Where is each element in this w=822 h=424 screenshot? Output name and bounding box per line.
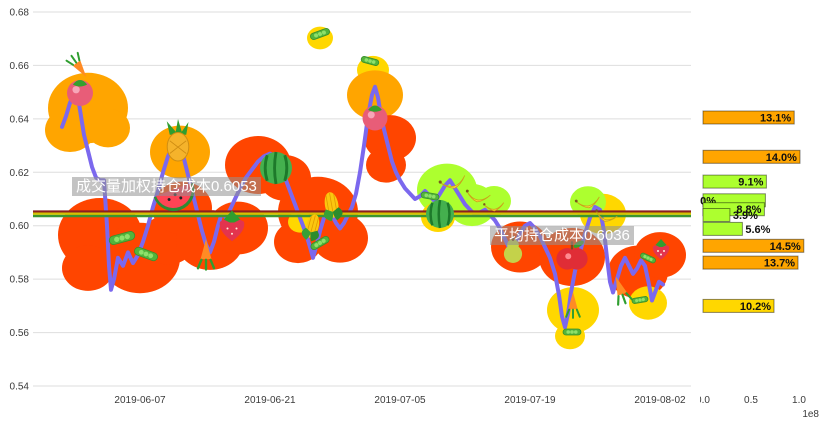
dist-scale-label: 1e8	[802, 409, 819, 420]
radish-icon	[362, 105, 388, 131]
decor-blob	[629, 286, 667, 320]
distribution-bar[interactable]	[702, 298, 775, 313]
corn-icon	[301, 214, 320, 242]
y-axis-tick: 0.58	[10, 275, 30, 286]
y-axis-tick: 0.62	[10, 168, 30, 179]
dist-x-tick: 0.0	[700, 395, 710, 406]
distribution-bar[interactable]	[702, 221, 743, 236]
y-axis-tick: 0.64	[10, 114, 30, 125]
dist-x-tick: 1.0	[792, 395, 806, 406]
distribution-bar[interactable]	[702, 208, 731, 222]
x-axis-tick: 2019-07-19	[504, 395, 556, 406]
price-line	[60, 84, 665, 330]
x-axis-tick: 2019-07-05	[374, 395, 426, 406]
bar-percent-label: 9.1%	[738, 177, 763, 189]
peas-icon	[310, 28, 330, 40]
avg-cost-label: 平均持仓成本0.6036	[490, 226, 634, 245]
banana-icon	[438, 175, 466, 189]
bar-percent-label: 14.0%	[766, 152, 797, 164]
banana-icon	[465, 189, 491, 203]
distribution-bar[interactable]	[702, 110, 795, 125]
distribution-bar[interactable]	[702, 149, 801, 164]
y-axis-tick: 0.54	[10, 382, 30, 393]
banana-icon	[483, 202, 505, 212]
y-axis-tick: 0.56	[10, 328, 30, 339]
watermelon-icon	[260, 151, 292, 185]
peas-icon	[640, 252, 656, 264]
decor-blob	[312, 213, 368, 263]
banana-icon	[574, 196, 600, 209]
bar-percent-label: 3.9%	[733, 210, 758, 222]
carrot-icon	[196, 239, 216, 271]
bar-percent-label: 13.1%	[760, 113, 791, 125]
carrot-icon	[565, 292, 581, 319]
bar-percent-label: 14.5%	[770, 241, 801, 253]
radish-icon	[67, 80, 93, 106]
peas-icon	[360, 56, 380, 66]
x-axis-tick: 2019-08-02	[634, 395, 686, 406]
peas-icon	[631, 296, 649, 304]
decor-blob	[86, 108, 130, 148]
strawberry-icon	[652, 239, 670, 260]
bar-percent-label: 13.7%	[764, 258, 795, 270]
corn-icon	[323, 192, 343, 222]
price-history-chart[interactable]: 0.68 0.66 0.64 0.62 0.60 0.58 0.56 0.54 2019-06-…	[0, 0, 695, 424]
x-axis-tick: 2019-06-07	[114, 395, 166, 406]
pineapple-icon	[166, 119, 190, 162]
watermelon-icon	[426, 199, 454, 229]
bar-percent-label: 8.8%	[736, 204, 761, 216]
peas-icon	[420, 191, 440, 201]
bar-percent-label: 5.6%	[745, 224, 770, 236]
price-chart-canvas[interactable]: 0.68 0.66 0.64 0.62 0.60 0.58 0.56 0.54 2019-06-…	[0, 0, 695, 424]
banana-icon	[595, 209, 618, 222]
y-axis-tick: 0.68	[10, 8, 30, 19]
holdings-distribution-chart[interactable]: 13.1%14.0%9.1%9.0%8.8%3.9%5.6%14.5%13.7%…	[700, 0, 822, 424]
carrot-icon	[65, 51, 87, 78]
peas-icon	[562, 328, 582, 336]
peas-icon	[108, 231, 136, 245]
distribution-canvas[interactable]: 13.1%14.0%9.1%9.0%8.8%3.9%5.6%14.5%13.7%…	[700, 0, 822, 424]
strawberry-icon	[219, 210, 245, 242]
peas-icon	[310, 235, 330, 251]
bar-percent-label: 10.2%	[740, 301, 771, 313]
vwap-cost-label: 成交量加权持仓成本0.6053	[72, 177, 261, 196]
distribution-bar[interactable]	[702, 255, 799, 270]
distribution-bar[interactable]	[702, 174, 767, 189]
y-axis-tick: 0.66	[10, 61, 30, 72]
peas-icon	[134, 246, 158, 262]
distribution-bar[interactable]	[702, 238, 805, 253]
decor-blob	[347, 70, 403, 120]
y-axis-tick: 0.60	[10, 221, 30, 232]
decor-blob	[555, 322, 585, 350]
carrot-icon	[615, 276, 634, 306]
dist-x-tick: 0.5	[744, 395, 758, 406]
x-axis-tick: 2019-06-21	[244, 395, 296, 406]
decor-blob	[62, 245, 114, 291]
